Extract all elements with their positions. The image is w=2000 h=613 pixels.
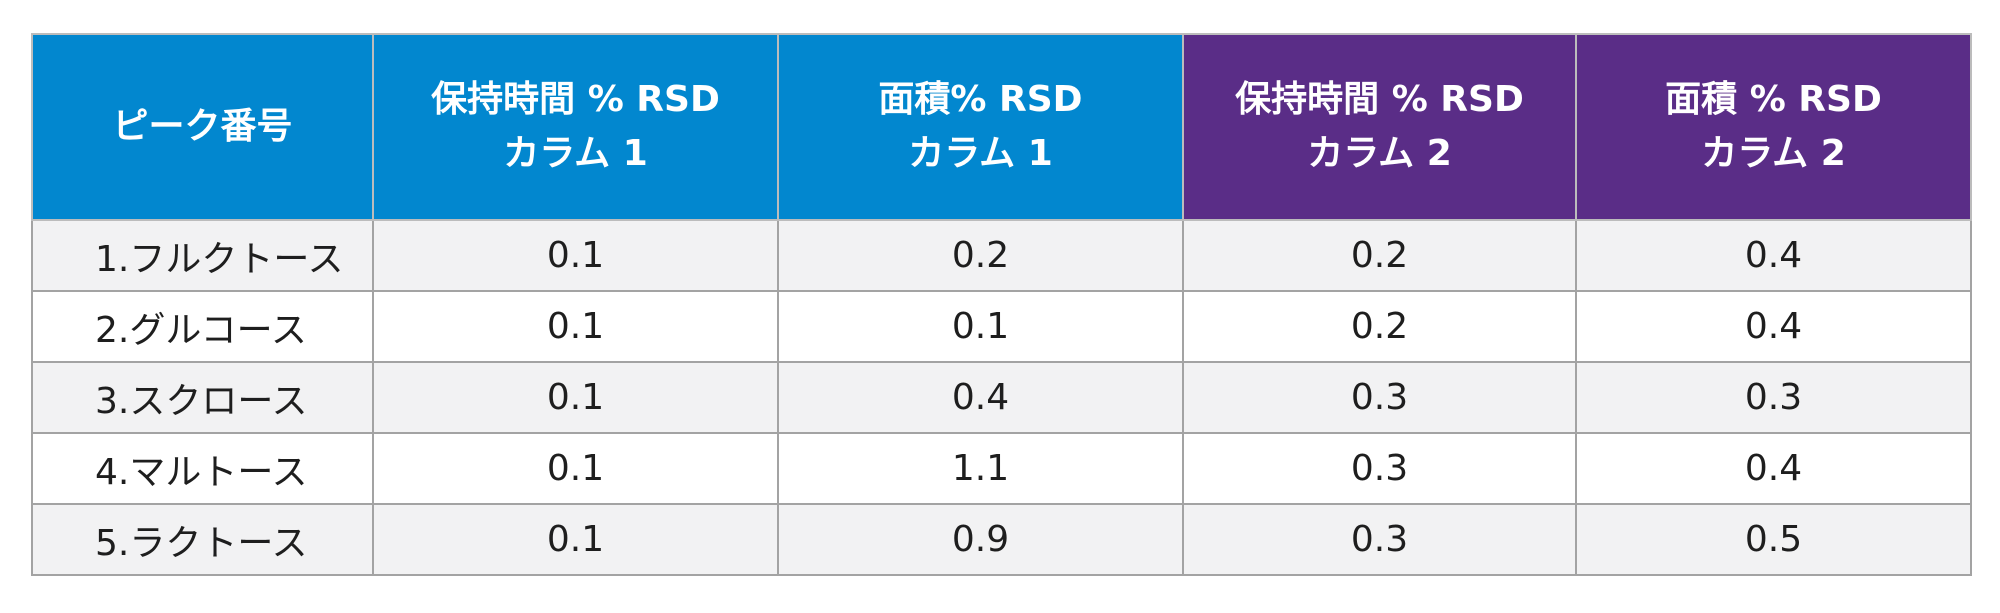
area-rsd-col1-cell: 0.2 (777, 219, 1184, 292)
header-area-rsd-column-1: 面積% RSD カラム 1 (777, 33, 1184, 221)
area-rsd-col2-cell: 0.3 (1575, 361, 1972, 434)
peak-name-cell: 5.ラクトース (31, 503, 374, 576)
rt-rsd-col1-cell: 0.1 (372, 503, 779, 576)
area-rsd-col1-cell: 1.1 (777, 432, 1184, 505)
header-area-rsd-label: 面積% RSD (878, 79, 1083, 120)
header-column-1-label: カラム 1 (503, 133, 648, 174)
rt-rsd-col1-cell: 0.1 (372, 219, 779, 292)
rt-rsd-col2-cell: 0.3 (1182, 432, 1577, 505)
rt-rsd-col2-cell: 0.3 (1182, 503, 1577, 576)
header-rt-rsd-column-2: 保持時間 % RSD カラム 2 (1182, 33, 1577, 221)
area-rsd-col2-cell: 0.5 (1575, 503, 1972, 576)
table-row: 1.フルクトース 0.1 0.2 0.2 0.4 (31, 219, 1972, 292)
rt-rsd-col2-cell: 0.3 (1182, 361, 1577, 434)
peak-name-cell: 1.フルクトース (31, 219, 374, 292)
peak-name-cell: 3.スクロース (31, 361, 374, 434)
area-rsd-col1-cell: 0.1 (777, 290, 1184, 363)
area-rsd-col2-cell: 0.4 (1575, 432, 1972, 505)
header-peak-number: ピーク番号 (31, 33, 374, 221)
header-area-rsd-label: 面積 % RSD (1665, 79, 1882, 120)
rt-rsd-col2-cell: 0.2 (1182, 219, 1577, 292)
area-rsd-col2-cell: 0.4 (1575, 219, 1972, 292)
area-rsd-col1-cell: 0.9 (777, 503, 1184, 576)
header-column-1-label: カラム 1 (908, 133, 1053, 174)
rt-rsd-col2-cell: 0.2 (1182, 290, 1577, 363)
rsd-table: ピーク番号 保持時間 % RSD カラム 1 面積% RSD カラム 1 保持時… (31, 33, 1972, 576)
header-rt-rsd-column-1: 保持時間 % RSD カラム 1 (372, 33, 779, 221)
table-row: 3.スクロース 0.1 0.4 0.3 0.3 (31, 361, 1972, 434)
area-rsd-col2-cell: 0.4 (1575, 290, 1972, 363)
header-area-rsd-column-2: 面積 % RSD カラム 2 (1575, 33, 1972, 221)
peak-name-cell: 4.マルトース (31, 432, 374, 505)
rt-rsd-col1-cell: 0.1 (372, 432, 779, 505)
table-row: 4.マルトース 0.1 1.1 0.3 0.4 (31, 432, 1972, 505)
header-column-2-label: カラム 2 (1701, 133, 1846, 174)
rt-rsd-col1-cell: 0.1 (372, 290, 779, 363)
rsd-table-container: ピーク番号 保持時間 % RSD カラム 1 面積% RSD カラム 1 保持時… (31, 33, 1972, 576)
table-row: 5.ラクトース 0.1 0.9 0.3 0.5 (31, 503, 1972, 576)
table-row: 2.グルコース 0.1 0.1 0.2 0.4 (31, 290, 1972, 363)
peak-name-cell: 2.グルコース (31, 290, 374, 363)
area-rsd-col1-cell: 0.4 (777, 361, 1184, 434)
header-peak-number-label: ピーク番号 (112, 106, 293, 147)
header-column-2-label: カラム 2 (1307, 133, 1452, 174)
header-rt-rsd-label: 保持時間 % RSD (1235, 79, 1524, 120)
header-rt-rsd-label: 保持時間 % RSD (431, 79, 720, 120)
header-row: ピーク番号 保持時間 % RSD カラム 1 面積% RSD カラム 1 保持時… (31, 33, 1972, 221)
rt-rsd-col1-cell: 0.1 (372, 361, 779, 434)
